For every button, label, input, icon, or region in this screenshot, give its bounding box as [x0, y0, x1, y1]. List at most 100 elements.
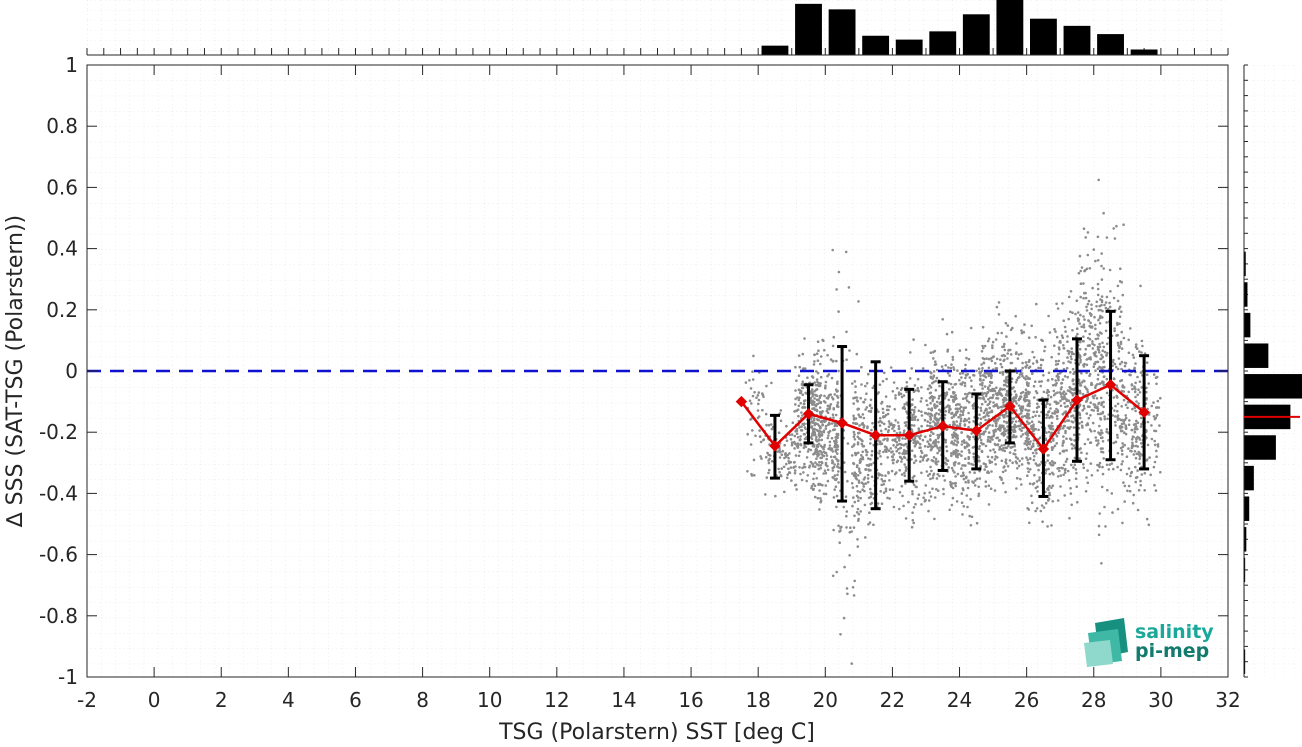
- scatter-point: [788, 452, 791, 455]
- scatter-point: [1047, 410, 1051, 413]
- scatter-point: [994, 362, 997, 365]
- scatter-point: [835, 505, 838, 509]
- scatter-point: [894, 446, 898, 449]
- scatter-point: [764, 412, 768, 416]
- scatter-point: [1127, 484, 1131, 488]
- scatter-point: [1080, 420, 1084, 424]
- scatter-point: [1121, 293, 1125, 297]
- scatter-point: [800, 425, 803, 428]
- scatter-point: [949, 484, 953, 488]
- scatter-point: [1085, 363, 1089, 367]
- scatter-point: [869, 487, 872, 491]
- scatter-point: [865, 406, 869, 409]
- scatter-point: [1088, 337, 1092, 341]
- scatter-point: [1129, 474, 1132, 478]
- scatter-point: [921, 458, 925, 462]
- scatter-point: [1079, 416, 1082, 420]
- scatter-point: [980, 449, 984, 453]
- scatter-point: [1145, 517, 1149, 521]
- scatter-point: [891, 488, 895, 492]
- scatter-point: [1059, 388, 1063, 391]
- scatter-point: [852, 462, 856, 466]
- scatter-point: [1061, 378, 1065, 381]
- scatter-point: [936, 436, 940, 440]
- scatter-point: [819, 420, 823, 424]
- scatter-point: [1079, 358, 1082, 362]
- scatter-point: [1120, 389, 1123, 393]
- scatter-point: [984, 444, 988, 448]
- scatter-point: [1044, 438, 1048, 442]
- scatter-point: [832, 416, 835, 419]
- scatter-point: [817, 482, 820, 486]
- scatter-point: [861, 488, 864, 492]
- scatter-point: [882, 491, 886, 495]
- scatter-point: [1075, 299, 1079, 303]
- scatter-point: [1061, 336, 1065, 340]
- scatter-point: [929, 438, 932, 442]
- scatter-point: [1045, 401, 1049, 405]
- scatter-point: [927, 387, 930, 391]
- mean-marker: [1071, 394, 1083, 406]
- scatter-point: [831, 248, 834, 252]
- scatter-point: [799, 438, 802, 441]
- scatter-point: [891, 450, 894, 453]
- scatter-point: [950, 363, 953, 366]
- scatter-point: [1116, 436, 1119, 439]
- scatter-point: [912, 413, 915, 416]
- scatter-point: [794, 397, 797, 401]
- scatter-point: [952, 390, 955, 394]
- scatter-point: [836, 403, 839, 407]
- scatter-point: [868, 521, 872, 524]
- scatter-point: [866, 425, 869, 428]
- scatter-point: [1056, 475, 1060, 478]
- scatter-point: [813, 427, 816, 431]
- scatter-point: [1139, 425, 1143, 428]
- scatter-point: [929, 401, 932, 405]
- scatter-point: [1105, 377, 1109, 381]
- scatter-point: [1025, 364, 1029, 367]
- scatter-point: [992, 431, 996, 435]
- scatter-point: [935, 488, 938, 491]
- scatter-point: [827, 373, 831, 376]
- scatter-point: [1120, 462, 1123, 466]
- scatter-point: [852, 435, 856, 439]
- scatter-point: [1037, 414, 1041, 418]
- scatter-point: [865, 463, 869, 467]
- scatter-point: [986, 403, 989, 407]
- scatter-point: [964, 476, 968, 480]
- scatter-point: [815, 445, 819, 448]
- scatter-point: [834, 388, 838, 392]
- scatter-point: [854, 422, 857, 426]
- scatter-point: [940, 365, 944, 368]
- scatter-point: [805, 456, 809, 459]
- scatter-point: [859, 510, 862, 513]
- scatter-point: [1006, 352, 1009, 355]
- scatter-point: [1060, 334, 1064, 337]
- scatter-point: [823, 469, 827, 473]
- scatter-point: [960, 443, 964, 446]
- scatter-point: [1055, 302, 1058, 306]
- scatter-point: [1021, 457, 1024, 460]
- scatter-point: [803, 433, 806, 436]
- scatter-point: [1035, 451, 1038, 455]
- scatter-point: [1070, 352, 1074, 356]
- scatter-point: [913, 406, 917, 409]
- x-tick-label: 16: [678, 688, 703, 712]
- scatter-point: [882, 438, 885, 442]
- scatter-point: [945, 405, 948, 409]
- scatter-point: [1067, 317, 1070, 321]
- scatter-point: [1020, 331, 1024, 335]
- scatter-point: [960, 467, 963, 470]
- scatter-point: [896, 443, 899, 447]
- scatter-point: [1093, 429, 1096, 433]
- scatter-point: [979, 383, 982, 386]
- scatter-point: [1103, 505, 1106, 509]
- scatter-point: [951, 469, 955, 472]
- scatter-point: [986, 440, 990, 443]
- scatter-point: [815, 394, 819, 398]
- scatter-point: [1031, 426, 1034, 429]
- scatter-point: [1136, 427, 1139, 431]
- scatter-point: [982, 397, 986, 401]
- scatter-point: [916, 497, 920, 500]
- scatter-point: [1062, 424, 1066, 428]
